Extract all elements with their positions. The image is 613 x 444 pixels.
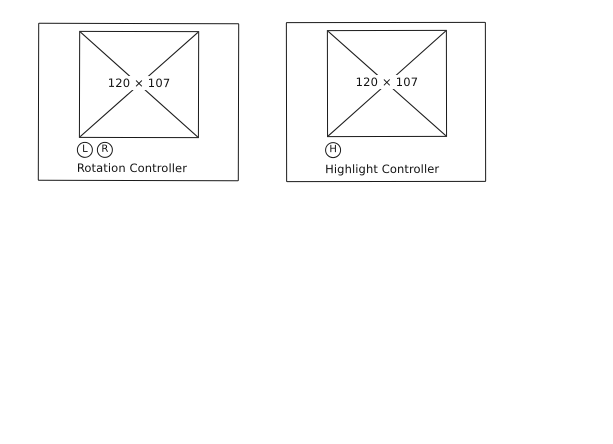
highlight-button[interactable]: H [325,142,342,159]
highlight-image-placeholder: 120 × 107 [326,29,448,138]
rotation-controller-card: 120 × 107 L R Rotation Controller [37,22,240,182]
placeholder-dimensions: 120 × 107 [105,75,173,91]
rotate-right-button[interactable]: R [96,141,113,158]
placeholder-dimensions: 120 × 107 [353,74,421,90]
rotation-controller-caption: Rotation Controller [76,160,188,176]
rotate-left-button[interactable]: L [76,141,93,158]
highlight-controller-caption: Highlight Controller [325,161,440,177]
rotation-image-placeholder: 120 × 107 [78,30,200,139]
highlight-controller-card: 120 × 107 H Highlight Controller [285,21,487,183]
